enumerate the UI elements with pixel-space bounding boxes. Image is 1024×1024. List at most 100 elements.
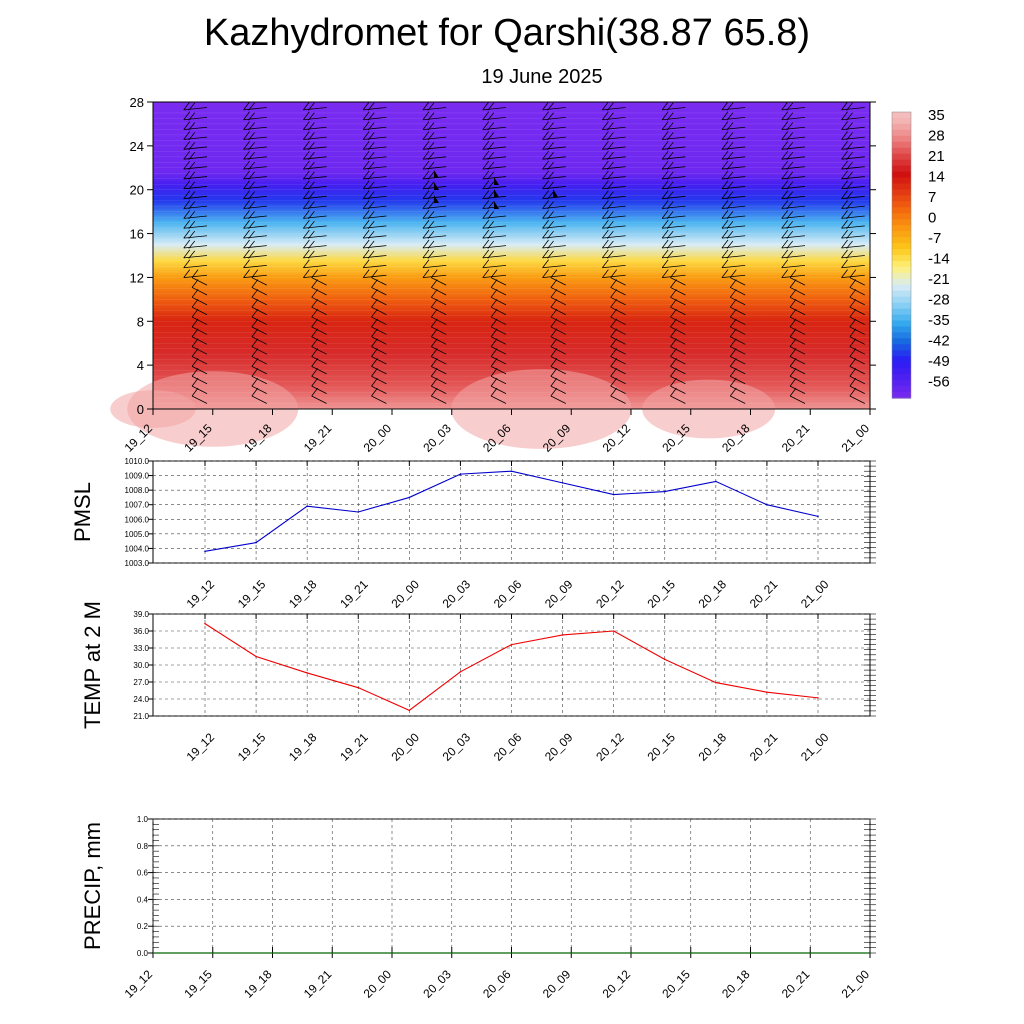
x-tick-label: 20_21 [779, 967, 813, 1001]
wind-barb [311, 318, 327, 335]
colorbar-label: -35 [928, 312, 950, 329]
wind-barb [191, 387, 208, 404]
colorbar-segment [892, 260, 911, 268]
wind-barb [670, 279, 686, 296]
wind-barb [542, 220, 566, 230]
y-tick-label: 1004.0 [125, 544, 150, 553]
wind-barb [251, 298, 267, 316]
wind-barb [550, 318, 566, 335]
wind-barb [789, 338, 806, 355]
wind-barb [430, 338, 447, 355]
wind-barb [422, 121, 447, 131]
wind-barb [243, 259, 267, 269]
y-tick-label: 1008.0 [125, 486, 150, 495]
wind-barb [610, 269, 626, 286]
data-point [715, 480, 717, 483]
colorbar-label: 14 [928, 169, 945, 186]
wind-barb [542, 150, 566, 160]
wind-barb [371, 269, 387, 286]
wind-barb [849, 387, 865, 404]
y-tick-label: 30.0 [133, 661, 149, 670]
wind-barbs [183, 101, 865, 404]
line-panel: 21.0 24.0 27.0 30.0 33.0 36.0 39.0 19_12 19_15 19… [80, 601, 876, 764]
wind-barb [661, 239, 686, 249]
wind-barb [303, 180, 327, 190]
x-tick-label: 19_12 [184, 730, 218, 764]
wind-barb [661, 141, 686, 151]
wind-barb [670, 348, 686, 365]
y-tick-label: 24.0 [133, 695, 149, 704]
wind-barb [610, 348, 626, 365]
wind-barb [191, 328, 208, 345]
wind-barb [550, 298, 566, 316]
wind-barb [841, 180, 865, 190]
wind-barb [251, 348, 267, 365]
wind-barb [490, 308, 507, 325]
wind-barb [841, 249, 865, 259]
wind-barb [243, 210, 267, 220]
wind-barb [430, 358, 447, 375]
wind-barb [422, 249, 447, 259]
wind-barb [841, 190, 865, 200]
wind-barb [490, 377, 507, 395]
wind-pennant [494, 177, 499, 185]
wind-pennant [494, 189, 499, 197]
wind-barb [183, 210, 208, 220]
wind-barb [243, 190, 267, 200]
wind-barb [781, 101, 806, 111]
wind-barb [841, 229, 865, 239]
wind-barb [610, 298, 626, 316]
wind-barb [430, 377, 447, 395]
y-tick-label: 20 [130, 183, 144, 198]
wind-barb [183, 220, 208, 230]
colorbar-label: 28 [928, 128, 945, 145]
wind-barb [661, 180, 686, 190]
wind-barb [721, 101, 746, 111]
wind-barb [303, 259, 327, 269]
colorbar-segment [892, 153, 911, 161]
colorbar-label: -56 [928, 374, 950, 391]
wind-barb [729, 358, 746, 375]
y-axis-label: TEMP at 2 M [80, 601, 105, 729]
wind-barb [191, 377, 208, 395]
wind-barb [841, 239, 865, 249]
wind-barb [482, 131, 507, 141]
wind-barb [482, 249, 507, 259]
temperature-field [153, 102, 870, 409]
wind-barb [362, 269, 387, 279]
y-tick-label: 8 [137, 314, 144, 329]
data-point [408, 709, 411, 712]
colorbar-segment [892, 225, 911, 232]
wind-barb [251, 368, 267, 385]
wind-barb [661, 121, 686, 131]
wind-barb [362, 170, 387, 180]
x-tick-label: 20_21 [747, 730, 781, 764]
wind-barb [251, 387, 267, 404]
wind-barb [670, 289, 686, 306]
wind-barb [311, 279, 327, 296]
x-tick-label: 21_00 [798, 730, 832, 764]
wind-barb [781, 239, 806, 249]
y-tick-label: 0.2 [137, 922, 149, 931]
x-tick-label: 20_15 [644, 730, 678, 764]
wind-barb [542, 131, 566, 141]
wind-barb [362, 259, 387, 269]
colorbar-segment [892, 243, 911, 250]
wind-barb [243, 249, 267, 259]
wind-barb [191, 308, 208, 325]
wind-barb [781, 190, 806, 200]
wind-barb [602, 101, 626, 111]
wind-barb [610, 377, 626, 395]
wind-barb [661, 249, 686, 259]
wind-barb [849, 308, 865, 325]
wind-barb [729, 308, 746, 325]
wind-barb [849, 279, 865, 296]
wind-barb [482, 190, 507, 200]
wind-barb [311, 338, 327, 355]
wind-barb [661, 210, 686, 220]
wind-barb [251, 308, 267, 325]
wind-barb [721, 121, 746, 131]
wind-barb [781, 210, 806, 220]
colorbar-segment [892, 147, 911, 155]
wind-barb [610, 328, 626, 345]
